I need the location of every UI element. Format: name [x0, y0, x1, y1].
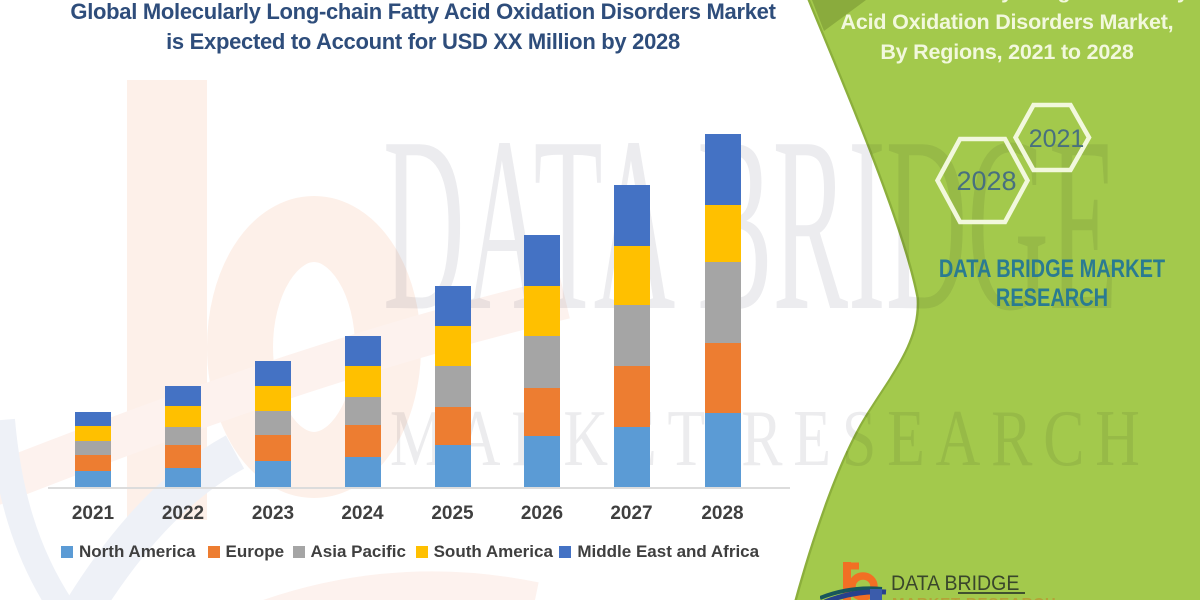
svg-text:MARKET RESEARCH: MARKET RESEARCH [892, 595, 1057, 600]
svg-text:2021: 2021 [1029, 125, 1085, 153]
svg-text:2028: 2028 [956, 166, 1016, 196]
svg-text:DATA BRIDGE: DATA BRIDGE [891, 572, 1019, 595]
